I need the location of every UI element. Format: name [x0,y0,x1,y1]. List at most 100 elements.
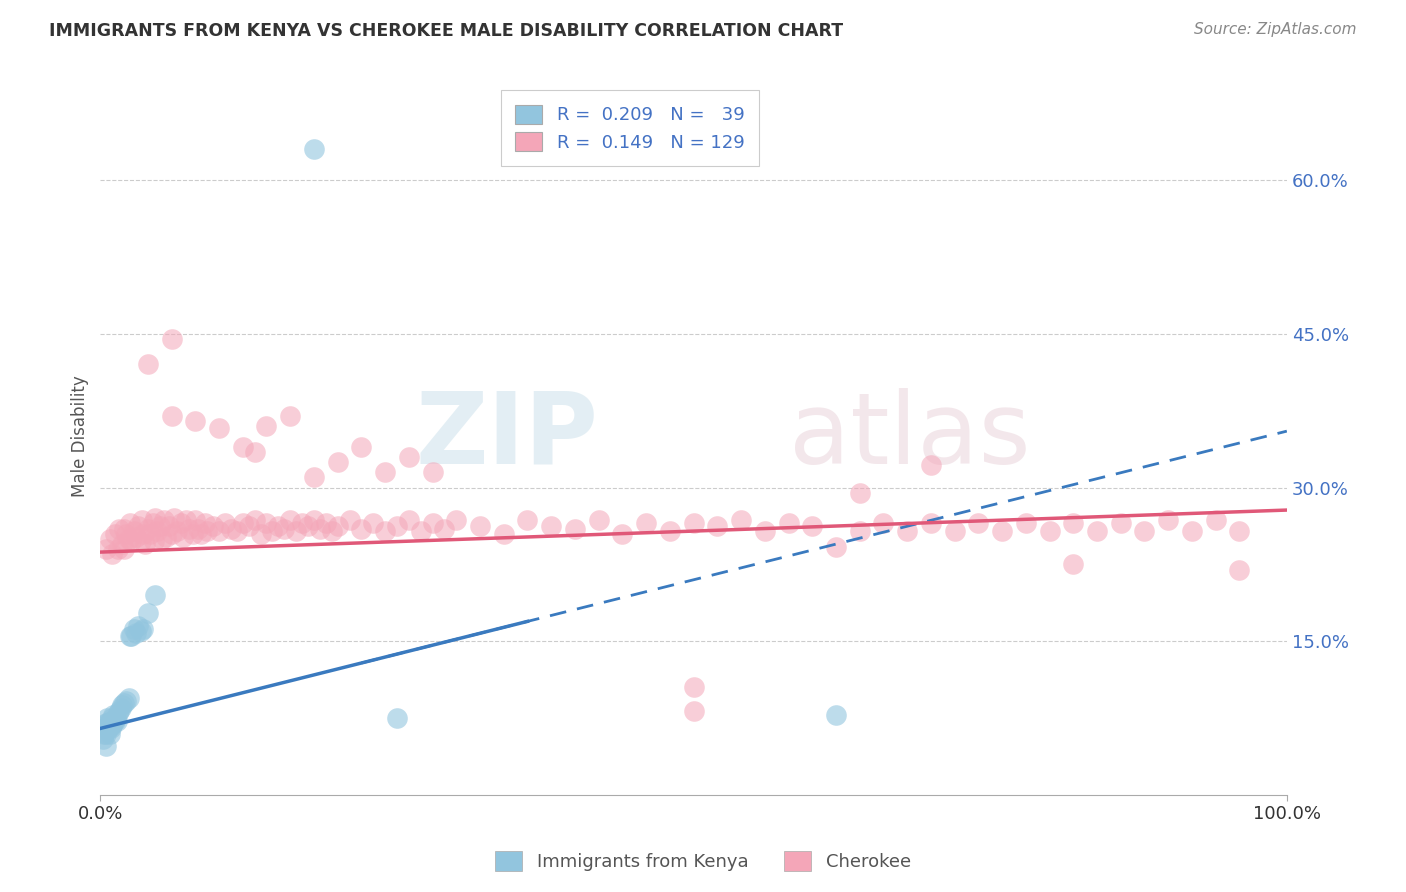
Point [291,516,314,531]
Point [302,470,325,484]
Point [321,524,343,538]
Point [134,537,156,551]
Point [129,624,152,638]
Point [801,519,824,533]
Point [278,409,301,423]
Point [115,526,138,541]
Point [1205,513,1227,527]
Point [302,142,325,156]
Point [492,526,515,541]
Point [112,541,135,556]
Point [350,522,373,536]
Point [111,537,134,551]
Point [243,513,266,527]
Y-axis label: Male Disability: Male Disability [72,376,89,497]
Point [682,704,704,718]
Point [100,714,122,729]
Point [1157,513,1180,527]
Point [468,519,491,533]
Point [754,524,776,538]
Point [1062,558,1084,572]
Point [127,519,149,533]
Point [658,524,681,538]
Point [682,516,704,531]
Point [103,526,125,541]
Point [155,530,177,544]
Point [190,526,212,541]
Point [285,524,308,538]
Point [172,530,194,544]
Point [157,519,180,533]
Point [105,714,128,729]
Point [225,524,247,538]
Point [97,716,120,731]
Point [256,419,278,434]
Point [361,516,384,531]
Point [91,731,114,746]
Point [160,526,183,541]
Point [129,533,152,548]
Point [267,519,290,533]
Point [120,533,142,548]
Point [153,513,176,527]
Point [920,458,942,472]
Point [308,522,330,536]
Point [101,718,124,732]
Point [433,522,456,536]
Point [1227,562,1250,576]
Point [132,526,155,541]
Point [991,524,1014,538]
Point [682,681,704,695]
Point [142,516,165,531]
Point [232,516,254,531]
Point [398,450,420,464]
Point [143,511,166,525]
Point [146,524,169,538]
Point [202,519,225,533]
Point [112,522,135,536]
Point [588,513,610,527]
Point [142,533,165,548]
Point [848,524,870,538]
Point [1227,524,1250,538]
Point [96,541,118,556]
Point [385,711,408,725]
Point [96,739,118,753]
Point [238,519,260,533]
Point [101,547,124,561]
Point [825,540,848,554]
Point [1062,516,1084,531]
Point [96,711,118,725]
Point [108,522,131,536]
Point [149,519,172,533]
Point [612,526,634,541]
Point [184,513,207,527]
Point [160,409,183,423]
Point [103,714,125,729]
Point [825,708,848,723]
Point [136,522,159,536]
Point [118,690,141,705]
Point [278,513,301,527]
Point [104,711,127,725]
Point [446,513,468,527]
Point [97,722,120,736]
Point [706,519,728,533]
Point [1181,524,1204,538]
Point [872,516,894,531]
Point [103,708,125,723]
Point [232,440,254,454]
Point [896,524,918,538]
Point [374,465,396,479]
Point [302,513,325,527]
Point [125,530,148,544]
Point [262,524,284,538]
Point [100,722,122,736]
Point [422,516,444,531]
Point [118,629,141,643]
Point [516,513,538,527]
Point [315,516,337,531]
Legend: Immigrants from Kenya, Cherokee: Immigrants from Kenya, Cherokee [488,844,918,879]
Point [1015,516,1038,531]
Text: IMMIGRANTS FROM KENYA VS CHEROKEE MALE DISABILITY CORRELATION CHART: IMMIGRANTS FROM KENYA VS CHEROKEE MALE D… [49,22,844,40]
